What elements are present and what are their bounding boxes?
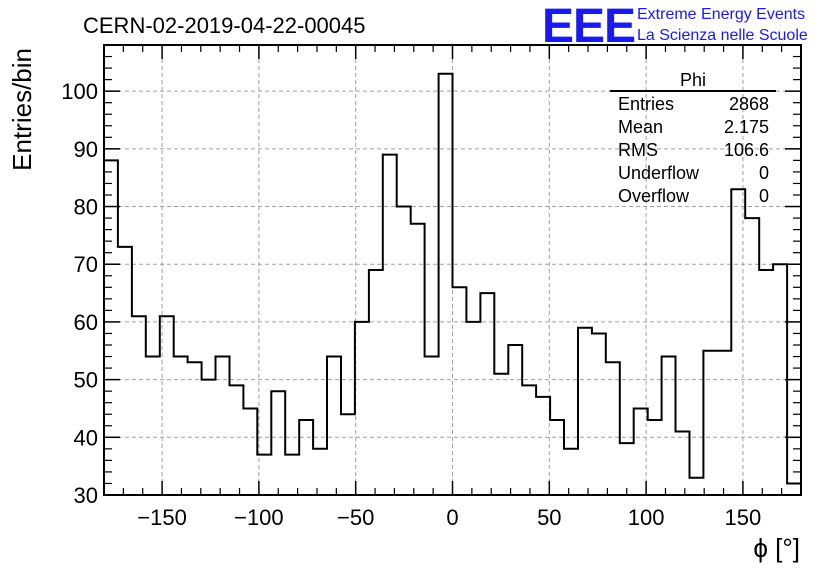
histogram-bin: [202, 380, 216, 495]
stats-label: Underflow: [618, 163, 700, 183]
histogram-bin: [271, 391, 285, 495]
histogram-bin: [480, 293, 494, 495]
stats-box: Phi Entries 2868 Mean 2.175 RMS 106.6 Underflo…: [610, 70, 776, 206]
x-tick-label: 100: [628, 505, 665, 530]
x-tick-label: 0: [446, 505, 458, 530]
y-tick-label: 30: [74, 483, 98, 508]
histogram-bin: [787, 483, 801, 495]
histogram-bin: [703, 351, 717, 495]
stats-label: Overflow: [618, 186, 690, 206]
stats-title: Phi: [680, 70, 706, 90]
histogram-bin: [676, 432, 690, 495]
y-tick-label: 60: [74, 310, 98, 335]
x-tick-label: −50: [337, 505, 374, 530]
histogram-bin: [536, 397, 550, 495]
y-tick-labels: 30 40 50 60 70 80 90 100: [61, 79, 98, 508]
y-tick-label: 80: [74, 195, 98, 220]
histogram-bin: [411, 224, 425, 495]
histogram-bin: [522, 385, 536, 495]
y-tick-label: 50: [74, 368, 98, 393]
histogram-bin: [564, 449, 578, 495]
histogram-bin: [327, 357, 341, 495]
histogram-bin: [466, 322, 480, 495]
stats-rows: Entries 2868 Mean 2.175 RMS 106.6 Underflow 0 Ov…: [618, 94, 769, 206]
histogram-bin: [146, 357, 160, 495]
y-tick-label: 70: [74, 252, 98, 277]
histogram-bin: [383, 155, 397, 495]
histogram-bin: [620, 443, 634, 495]
logo-line-2: La Scienza nelle Scuole: [637, 27, 808, 44]
y-axis-label: Entries/bin: [7, 48, 37, 171]
histogram-bin: [313, 449, 327, 495]
histogram-bin: [592, 333, 606, 495]
histogram-bin: [731, 189, 745, 495]
histogram-bin: [104, 160, 118, 495]
histogram-bin: [397, 207, 411, 495]
x-tick-label: −100: [234, 505, 284, 530]
stats-value: 0: [759, 163, 769, 183]
y-tick-label: 100: [61, 79, 98, 104]
y-tick-label: 90: [74, 137, 98, 162]
stats-value: 2.175: [724, 117, 769, 137]
histogram-bin: [662, 357, 676, 495]
stats-label: RMS: [618, 140, 658, 160]
histogram-bin: [759, 270, 773, 495]
y-tick-label: 40: [74, 425, 98, 450]
chart-title: CERN-02-2019-04-22-00045: [83, 13, 366, 38]
axis-ticks: [104, 45, 801, 496]
histogram-bin: [118, 247, 132, 495]
histogram-bin: [453, 287, 467, 495]
logo-line-1: Extreme Energy Events: [637, 6, 805, 23]
histogram-bin: [773, 264, 787, 495]
histogram-bin: [174, 357, 188, 495]
histogram-bin: [745, 218, 759, 495]
histogram-bin: [648, 420, 662, 495]
x-tick-label: −150: [137, 505, 187, 530]
histogram-bin: [606, 362, 620, 495]
histogram-bin: [578, 328, 592, 495]
histogram-bin: [355, 322, 369, 495]
histogram-bin: [160, 316, 174, 495]
x-axis-label: ϕ [°]: [753, 533, 800, 563]
histogram-line: [104, 72, 801, 485]
histogram-bin: [717, 351, 731, 495]
x-tick-label: 50: [537, 505, 561, 530]
histogram-bin: [341, 414, 355, 495]
histogram-bin: [439, 74, 453, 495]
histogram-bin: [494, 374, 508, 495]
x-tick-labels: −150 −100 −50 0 50 100 150: [137, 505, 761, 530]
histogram-bin: [188, 362, 202, 495]
stats-value: 106.6: [724, 140, 769, 160]
histogram-bin: [369, 270, 383, 495]
stats-value: 0: [759, 186, 769, 206]
histogram-bin: [299, 420, 313, 495]
histogram-bin: [229, 385, 243, 495]
x-tick-label: 150: [725, 505, 762, 530]
stats-label: Mean: [618, 117, 663, 137]
histogram-bin: [425, 357, 439, 495]
histogram-bin: [243, 408, 257, 495]
histogram-bin: [216, 357, 230, 495]
histogram-bin: [689, 478, 703, 495]
histogram-bin: [132, 316, 146, 495]
stats-value: 2868: [729, 94, 769, 114]
eee-logo: EEE Extreme Energy Events La Scienza nel…: [542, 0, 808, 53]
stats-label: Entries: [618, 94, 674, 114]
histogram-bin: [508, 345, 522, 495]
histogram-bin: [550, 420, 564, 495]
